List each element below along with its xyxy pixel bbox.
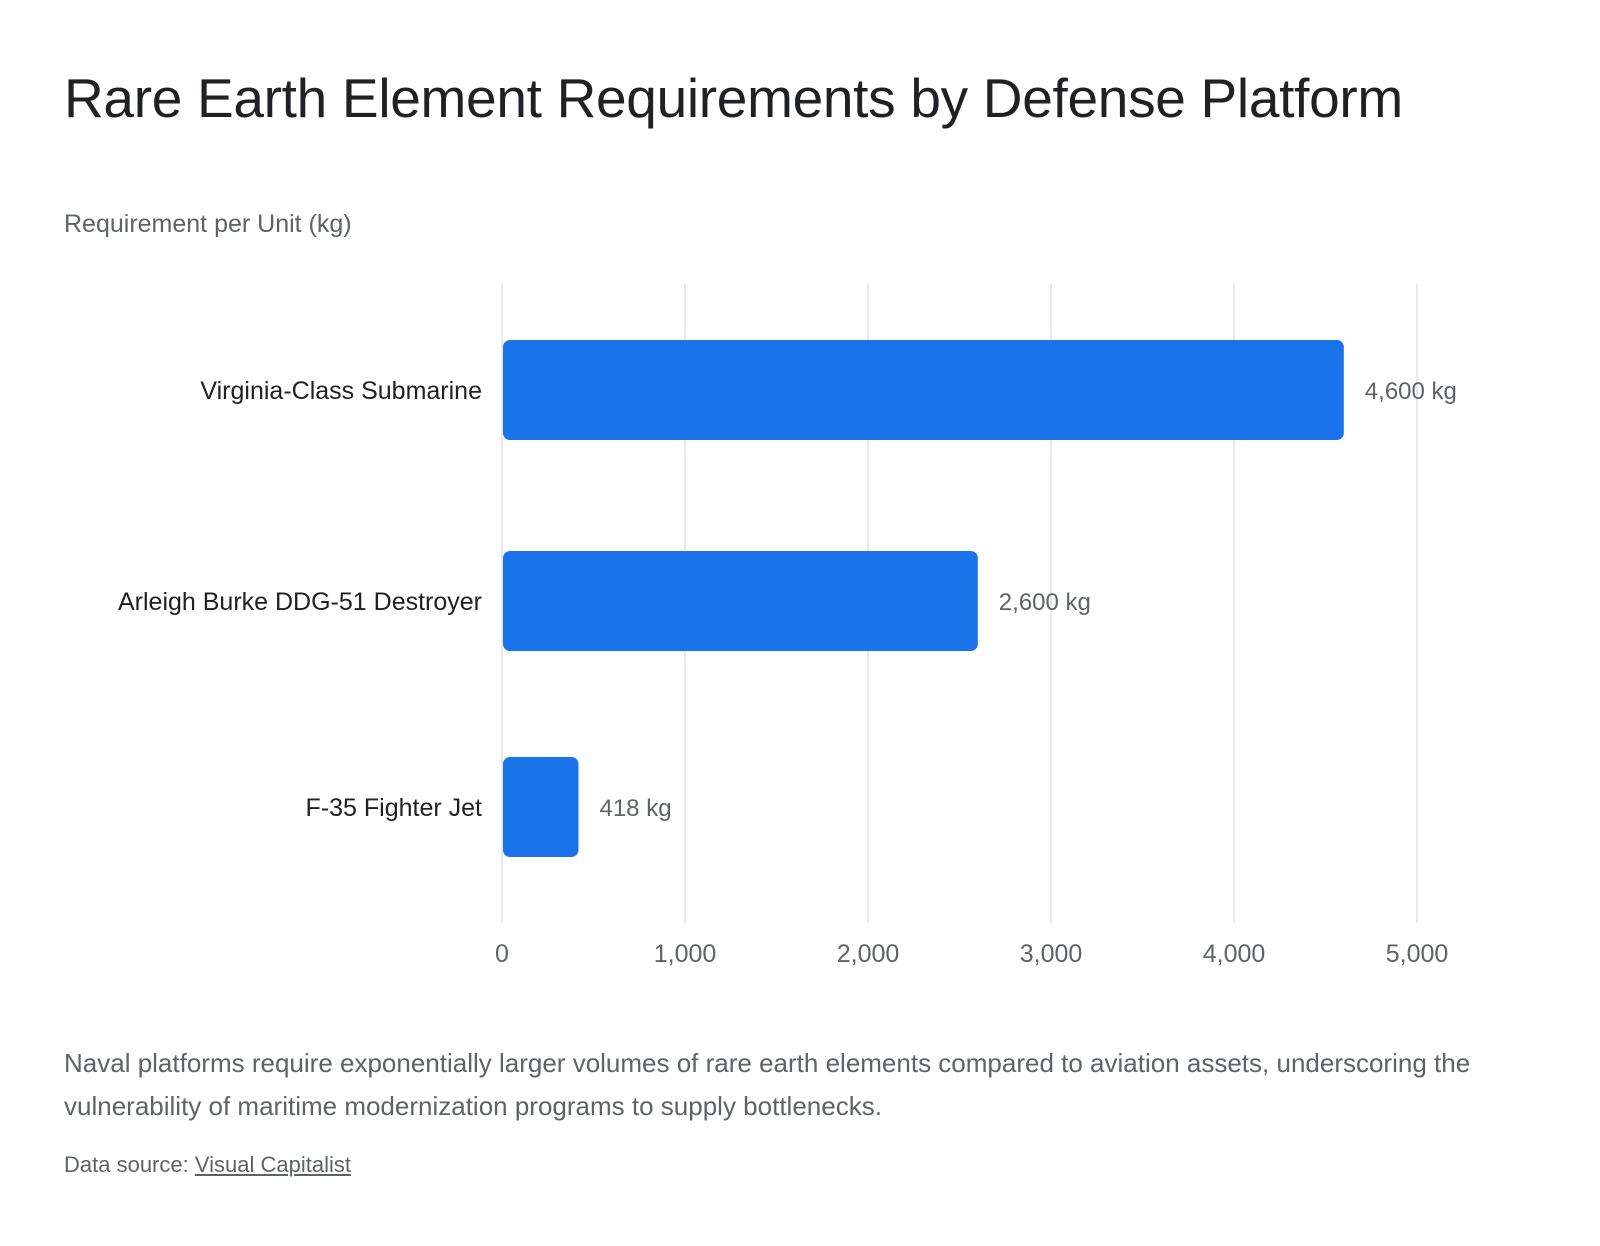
category-label: F-35 Fighter Jet <box>306 794 483 822</box>
x-tick-label: 4,000 <box>1203 940 1266 968</box>
x-tick-label: 0 <box>495 940 509 968</box>
source-link[interactable]: Visual Capitalist <box>194 1152 351 1177</box>
bar <box>503 551 978 651</box>
category-label: Virginia-Class Submarine <box>200 377 482 405</box>
x-tick-label: 2,000 <box>837 940 900 968</box>
x-tick-label: 3,000 <box>1020 940 1083 968</box>
footnote: Naval platforms require exponentially la… <box>64 1048 1471 1121</box>
bar <box>503 340 1344 440</box>
category-label: Arleigh Burke DDG-51 Destroyer <box>118 588 482 616</box>
data-label: 4,600 kg <box>1365 378 1457 405</box>
x-tick-label: 5,000 <box>1386 940 1449 968</box>
data-label: 418 kg <box>599 795 671 822</box>
data-label: 2,600 kg <box>999 589 1091 616</box>
data-source: Data source: Visual Capitalist <box>64 1152 351 1178</box>
bar <box>503 757 579 857</box>
source-prefix: Data source: <box>64 1152 195 1177</box>
axis-label: Requirement per Unit (kg) <box>64 210 352 238</box>
x-tick-label: 1,000 <box>654 940 717 968</box>
chart-title: Rare Earth Element Requirements by Defen… <box>64 67 1403 129</box>
bar-chart: 0 1,000 2,000 3,000 4,000 5,000 Virginia-Class… <box>118 284 1457 968</box>
